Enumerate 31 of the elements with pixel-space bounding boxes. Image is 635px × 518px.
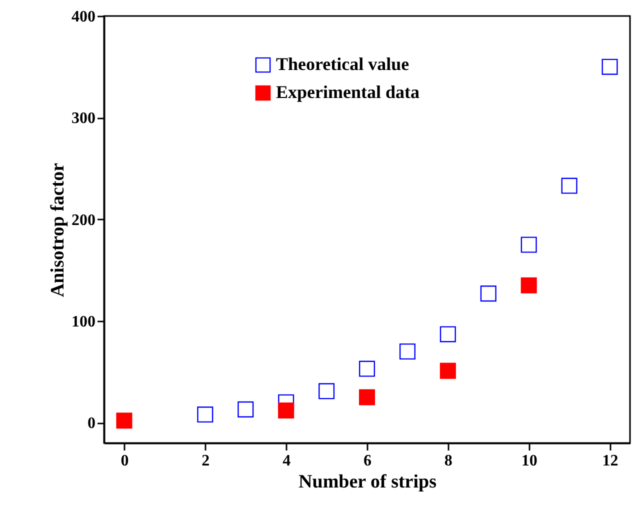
point bbox=[238, 401, 254, 418]
x-tick-label: 4 bbox=[282, 452, 291, 470]
point bbox=[197, 406, 214, 423]
point bbox=[520, 236, 537, 253]
point bbox=[278, 402, 294, 418]
legend-label: Theoretical value bbox=[276, 54, 410, 74]
point bbox=[561, 178, 578, 194]
x-tick-label: 2 bbox=[202, 452, 210, 470]
point bbox=[602, 58, 618, 75]
point bbox=[520, 277, 537, 294]
y-axis-title: Anisotrop factor bbox=[48, 162, 68, 298]
x-tick-label: 8 bbox=[444, 452, 452, 470]
point bbox=[440, 362, 456, 379]
x-tick-label: 12 bbox=[602, 452, 618, 470]
y-tick-label: 200 bbox=[72, 212, 96, 229]
point bbox=[116, 412, 132, 429]
y-tick-label: 400 bbox=[72, 8, 96, 26]
y-tick-label: 300 bbox=[72, 110, 96, 128]
y-tick-label: 100 bbox=[72, 314, 96, 330]
x-axis-title: Number of strips bbox=[298, 472, 436, 492]
point bbox=[440, 326, 456, 342]
x-tick-label: 6 bbox=[364, 452, 372, 470]
point bbox=[358, 389, 376, 406]
point bbox=[318, 383, 335, 400]
x-tick-label: 10 bbox=[521, 452, 538, 470]
legend-label: Experimental data bbox=[276, 82, 420, 102]
x-tick-label: 0 bbox=[120, 452, 129, 470]
point bbox=[399, 343, 416, 360]
point bbox=[358, 360, 376, 377]
y-tick-label: 0 bbox=[88, 415, 96, 432]
point bbox=[480, 286, 496, 302]
